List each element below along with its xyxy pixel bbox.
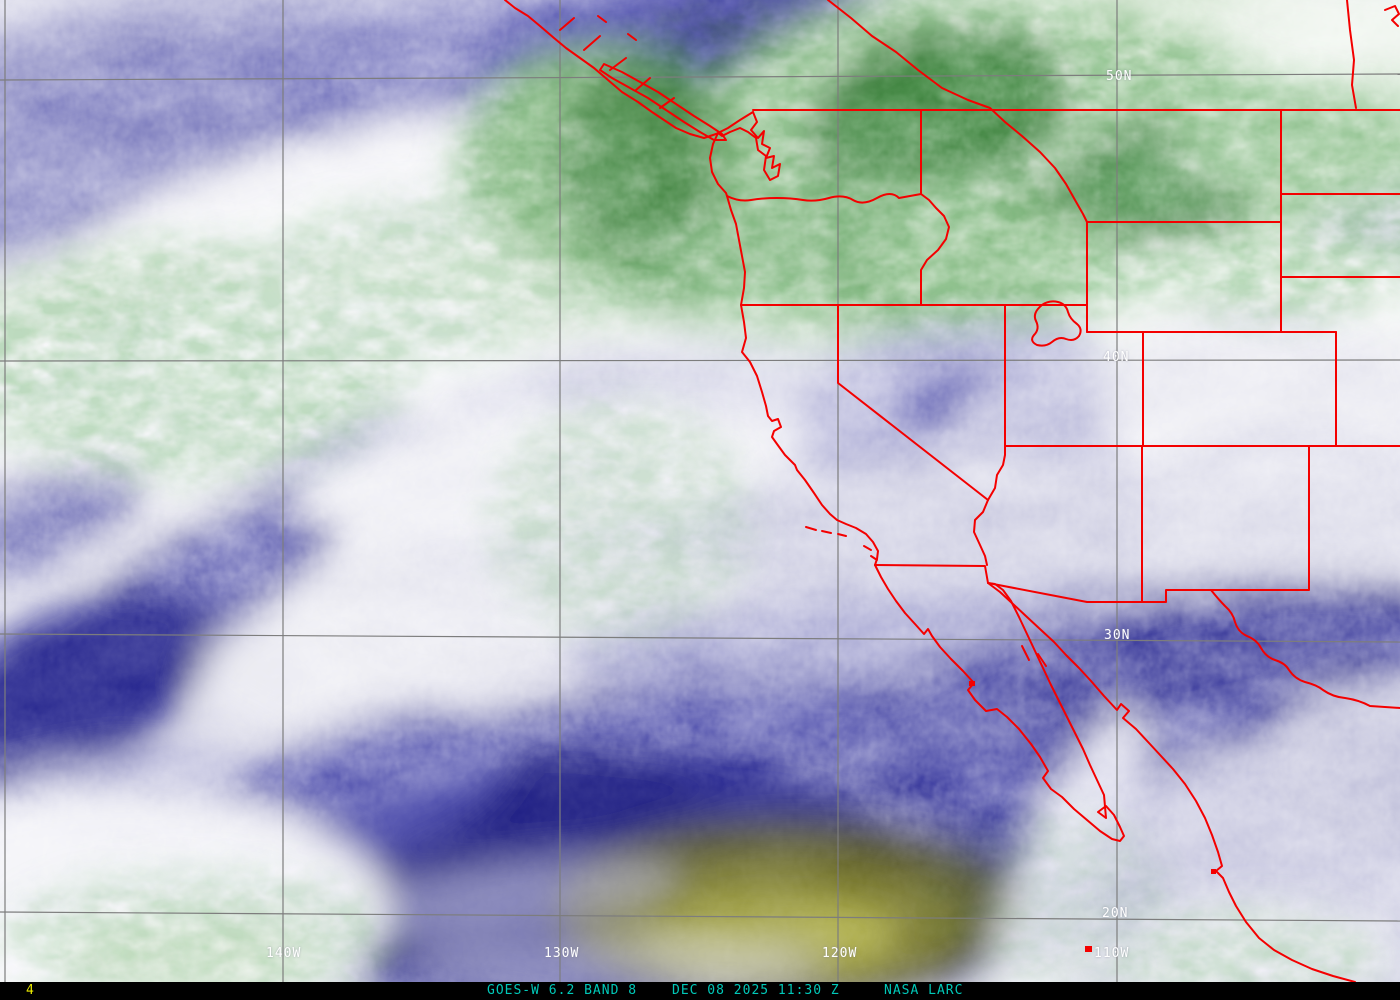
- annotation-bar: 4 GOES-W 6.2 BAND 8 DEC 08 2025 11:30 Z …: [0, 982, 1400, 1000]
- map-island-specks: [969, 681, 1216, 952]
- lat-label-30n: 30N: [1104, 628, 1131, 643]
- lon-label-140w: 140W: [266, 946, 302, 961]
- lat-label-50n: 50N: [1106, 69, 1133, 84]
- product-credit: NASA LARC: [884, 983, 964, 998]
- product-title: GOES-W 6.2 BAND 8: [487, 983, 638, 998]
- lon-label-120w: 120W: [822, 946, 858, 961]
- lat-label-20n: 20N: [1102, 906, 1129, 921]
- lat-label-40n: 40N: [1103, 350, 1130, 365]
- frame-number: 4: [26, 983, 35, 998]
- product-datetime: DEC 08 2025 11:30 Z: [672, 983, 840, 998]
- lon-label-130w: 130W: [544, 946, 580, 961]
- lon-label-110w: 110W: [1094, 946, 1130, 961]
- map-borders: [504, 0, 1400, 982]
